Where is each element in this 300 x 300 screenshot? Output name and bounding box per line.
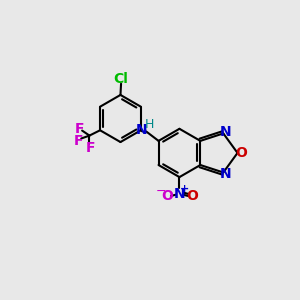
Text: F: F — [74, 122, 84, 136]
Text: F: F — [74, 134, 83, 148]
Text: O: O — [235, 146, 247, 160]
Text: N: N — [219, 125, 231, 139]
Text: N: N — [136, 123, 148, 137]
Text: N: N — [219, 167, 231, 181]
Text: Cl: Cl — [114, 72, 128, 86]
Text: −: − — [156, 184, 166, 197]
Text: +: + — [180, 184, 189, 194]
Text: N: N — [174, 187, 185, 201]
Text: H: H — [144, 118, 154, 131]
Text: F: F — [85, 141, 95, 155]
Text: O: O — [161, 189, 173, 203]
Text: O: O — [187, 189, 198, 203]
